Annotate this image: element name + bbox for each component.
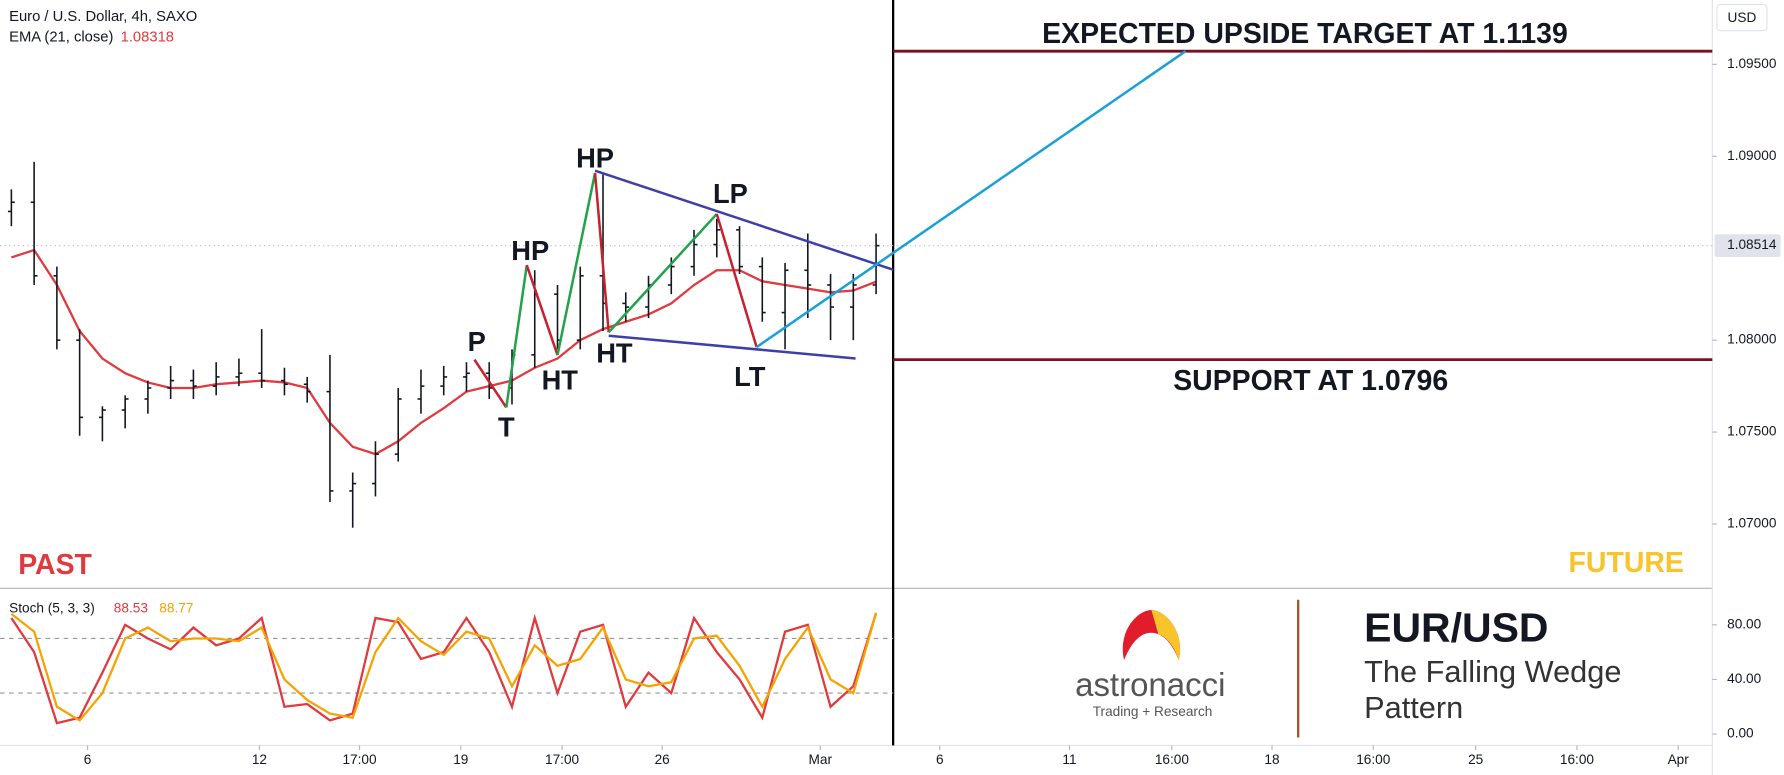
y-tick-label: 40.00 (1727, 671, 1762, 686)
ohlc-bar (417, 369, 425, 414)
x-tick-label: 16:00 (1356, 752, 1391, 767)
y-tick-label: 80.00 (1727, 616, 1762, 631)
y-tick-label: 1.07500 (1727, 424, 1777, 439)
ohlc-bar (98, 406, 106, 442)
ohlc-bar (394, 387, 402, 462)
future-label: FUTURE (1569, 547, 1684, 579)
swing-line (525, 264, 559, 356)
ohlc-bar (849, 273, 857, 341)
pivot-label: T (498, 411, 515, 442)
stoch-d-last: 88.77 (159, 600, 193, 615)
swing-line (505, 264, 529, 408)
x-tick-label: 17:00 (342, 752, 377, 767)
swing-line (556, 172, 597, 356)
x-tick-label: 19 (453, 752, 468, 767)
logo (1122, 609, 1181, 661)
pivot-label: P (468, 326, 486, 357)
ema-last-value: 1.08318 (121, 29, 174, 45)
ohlc-bar (258, 329, 266, 388)
currency-box[interactable] (1716, 3, 1768, 32)
currency-label: USD (1727, 10, 1756, 25)
ohlc-bar (53, 266, 61, 350)
x-tick-label: Apr (1668, 752, 1690, 767)
ohlc-bar (827, 273, 834, 341)
pivot-label: HT (596, 337, 633, 368)
wedge-lower (608, 334, 856, 360)
ohlc-bar (713, 218, 721, 258)
ema-line (11, 248, 877, 456)
ohlc-bar (76, 329, 84, 436)
ohlc-bar (576, 266, 584, 350)
wedge-upper (594, 169, 894, 271)
ohlc-bar (144, 380, 152, 414)
pair-heading: EUR/USD (1364, 604, 1548, 650)
pivot-label: LP (713, 178, 748, 209)
x-tick-label: 16:00 (1560, 752, 1595, 767)
y-tick-label: 0.00 (1727, 726, 1754, 741)
x-tick-label: 6 (84, 752, 92, 767)
ohlc-bar (622, 292, 630, 322)
ohlc-bar (235, 358, 243, 387)
x-tick-label: 16:00 (1155, 752, 1190, 767)
ohlc-bar (167, 365, 175, 399)
swing-line (593, 172, 610, 333)
stoch-k-last: 88.53 (114, 600, 148, 615)
ohlc-bar (440, 365, 448, 396)
ohlc-bar (804, 233, 812, 319)
ohlc-bar (349, 472, 357, 528)
logo-text: astronacci (1075, 666, 1225, 703)
x-tick-label: Mar (809, 752, 833, 767)
ohlc-bar (372, 441, 379, 497)
logo-accent (1151, 609, 1181, 661)
support-label: SUPPORT AT 1.0796 (1173, 365, 1448, 397)
ohlc-bar (758, 257, 766, 322)
x-tick-label: 17:00 (545, 752, 580, 767)
ohlc-bar (281, 367, 288, 396)
stoch-line (10, 612, 878, 725)
past-label: PAST (18, 549, 92, 581)
ohlc-bar (463, 362, 470, 392)
swing-line (715, 213, 758, 348)
ohlc-bar (781, 262, 789, 350)
x-tick-label: 12 (252, 752, 267, 767)
x-tick-label: 11 (1062, 752, 1076, 767)
swing-line (473, 358, 508, 409)
x-tick-label: 6 (936, 752, 944, 767)
ohlc-bar (326, 354, 334, 502)
ohlc-bar (212, 362, 220, 396)
swing-line (607, 213, 718, 334)
pivot-label: HP (576, 143, 614, 174)
ohlc-bar (121, 395, 129, 429)
y-tick-label: 1.09500 (1727, 56, 1777, 71)
pivot-label: LT (734, 361, 766, 392)
ohlc-bar (303, 376, 311, 403)
logo-tagline: Trading + Research (1093, 704, 1213, 719)
x-tick-label: 18 (1264, 752, 1279, 767)
pattern-line-2: Pattern (1364, 690, 1463, 725)
target-label: EXPECTED UPSIDE TARGET AT 1.1139 (1042, 18, 1568, 50)
y-tick-label: 1.08000 (1727, 332, 1777, 347)
pivot-label: HT (542, 365, 579, 396)
y-tick-label: 1.09000 (1727, 148, 1777, 163)
x-tick-label: 25 (1468, 752, 1484, 767)
ohlc-bar (7, 189, 15, 227)
last-price-label: 1.08514 (1727, 237, 1777, 252)
projection-line (755, 50, 1187, 349)
symbol-title: Euro / U.S. Dollar, 4h, SAXO (9, 9, 197, 25)
x-tick-label: 26 (655, 752, 670, 767)
pivot-label: HP (511, 235, 549, 266)
ohlc-bar (736, 226, 743, 274)
ema-legend: EMA (21, close) (9, 29, 113, 45)
ohlc-bar (190, 369, 197, 399)
last-price-box (1714, 234, 1781, 258)
y-tick-label: 1.07000 (1727, 516, 1777, 531)
ohlc-bar (30, 161, 38, 285)
stoch-legend: Stoch (5, 3, 3) (9, 600, 95, 615)
pattern-line-1: The Falling Wedge (1364, 654, 1621, 689)
stoch-line (10, 612, 878, 722)
